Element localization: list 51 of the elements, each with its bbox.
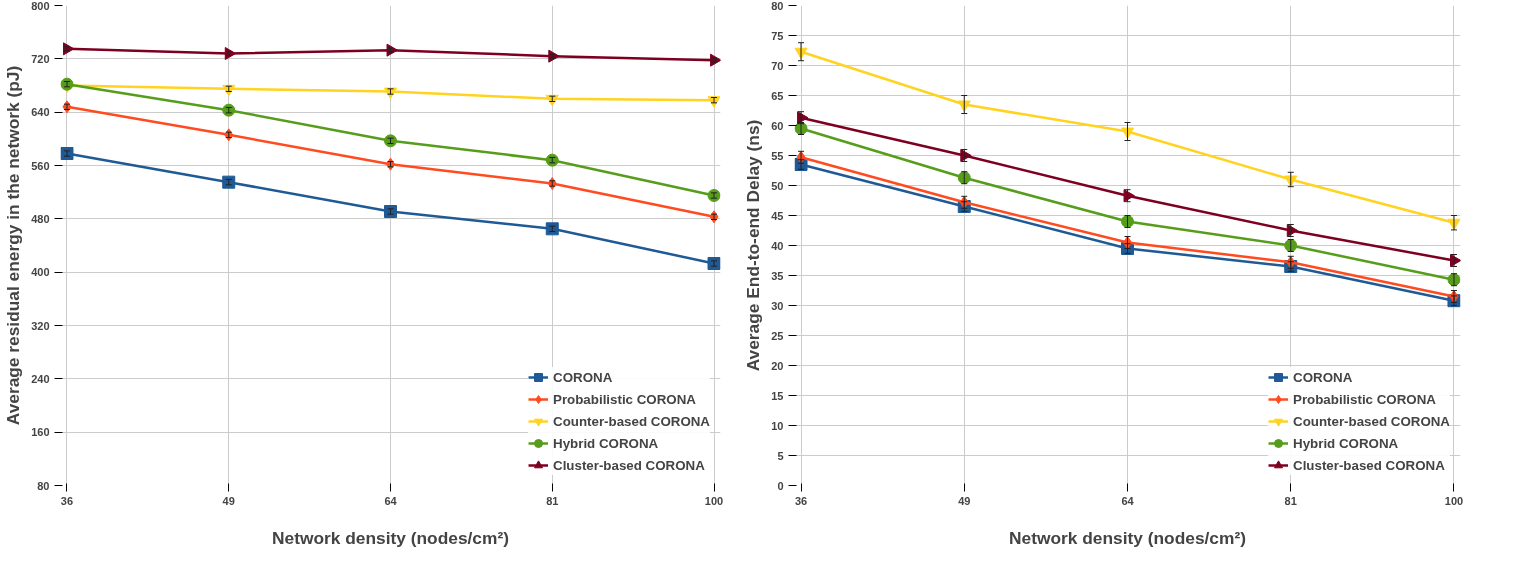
y-axis-title: Average End-to-end Delay (ns) <box>743 119 764 372</box>
y-tick-label: 30 <box>771 299 784 312</box>
legend-label: Cluster-based CORONA <box>1293 457 1445 473</box>
legend-label: Cluster-based CORONA <box>553 457 705 473</box>
y-axis-title: Average residual energy in the network (pJ) <box>3 65 24 426</box>
x-tick-label: 81 <box>546 494 559 507</box>
x-tick-label: 36 <box>794 494 808 507</box>
y-tick-label: 400 <box>31 266 50 279</box>
y-tick-label: 35 <box>771 269 784 282</box>
y-tick-label: 25 <box>771 329 784 342</box>
x-axis-title: Network density (nodes/cm²) <box>272 527 509 548</box>
y-tick-label: 160 <box>31 426 50 439</box>
y-tick-label: 720 <box>31 52 50 65</box>
y-tick-label: 50 <box>771 179 784 192</box>
y-tick-label: 15 <box>771 389 784 402</box>
legend-label: CORONA <box>1293 369 1353 385</box>
x-tick-label: 81 <box>1284 494 1297 507</box>
x-tick-label: 100 <box>1444 494 1464 507</box>
y-tick-label: 40 <box>771 239 784 252</box>
y-tick-label: 560 <box>31 159 50 172</box>
y-tick-label: 640 <box>31 106 50 119</box>
y-tick-label: 0 <box>777 479 784 492</box>
y-tick-label: 60 <box>771 119 784 132</box>
x-axis-title: Network density (nodes/cm²) <box>1009 527 1246 548</box>
y-tick-label: 75 <box>771 29 784 42</box>
y-tick-label: 70 <box>771 59 784 72</box>
x-tick-label: 100 <box>704 494 724 507</box>
x-tick-label: 36 <box>60 494 74 507</box>
y-tick-label: 55 <box>771 149 784 162</box>
legend-label: Counter-based CORONA <box>553 413 710 429</box>
legend-label: Hybrid CORONA <box>553 435 659 451</box>
x-tick-label: 49 <box>958 494 971 507</box>
legend-label: Probabilistic CORONA <box>1293 391 1436 407</box>
legend-label: CORONA <box>553 369 613 385</box>
y-tick-label: 480 <box>31 212 50 225</box>
y-tick-label: 45 <box>771 209 784 222</box>
y-tick-label: 240 <box>31 372 50 385</box>
y-tick-label: 80 <box>771 0 784 12</box>
x-tick-label: 64 <box>384 494 398 507</box>
x-tick-label: 64 <box>1121 494 1135 507</box>
legend-label: Counter-based CORONA <box>1293 413 1450 429</box>
y-tick-label: 65 <box>771 89 784 102</box>
y-tick-label: 320 <box>31 319 50 332</box>
y-tick-label: 800 <box>31 0 50 12</box>
y-tick-label: 80 <box>37 479 50 492</box>
y-tick-label: 20 <box>771 359 784 372</box>
x-tick-label: 49 <box>222 494 235 507</box>
legend-label: Probabilistic CORONA <box>553 391 696 407</box>
legend-label: Hybrid CORONA <box>1293 435 1399 451</box>
y-tick-label: 5 <box>777 449 784 462</box>
y-tick-label: 10 <box>771 419 784 432</box>
